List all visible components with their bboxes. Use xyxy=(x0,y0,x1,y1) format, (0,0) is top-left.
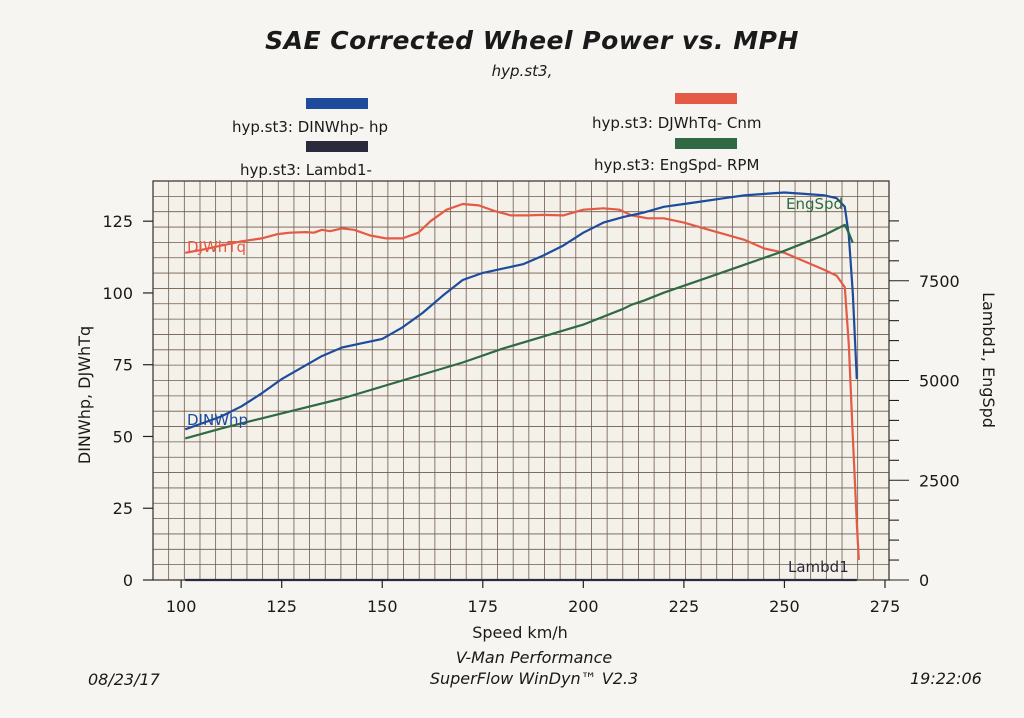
y-right-tick-label: 7500 xyxy=(919,272,960,291)
series-label-djwhtq: DJWhTq xyxy=(187,238,246,256)
legend-label-djwhtq: hyp.st3: DJWhTq- Cnm xyxy=(592,114,762,132)
x-tick-label: 275 xyxy=(870,597,901,616)
chart-subtitle: hyp.st3, xyxy=(491,62,553,80)
footer-company: V-Man Performance xyxy=(455,648,613,667)
grid xyxy=(153,181,889,580)
y-left-tick-label: 0 xyxy=(123,571,133,590)
legend-swatch-engspd xyxy=(675,138,737,149)
x-tick-label: 175 xyxy=(468,597,499,616)
x-tick-label: 225 xyxy=(669,597,700,616)
footer-software: SuperFlow WinDyn™ V2.3 xyxy=(429,669,639,688)
series-line-djwhtq xyxy=(185,202,860,560)
legend-swatch-dinwhp xyxy=(306,98,368,109)
footer-date: 08/23/17 xyxy=(88,670,160,689)
y-left-tick-label: 100 xyxy=(102,284,133,303)
x-tick-label: 125 xyxy=(266,597,297,616)
series-label-dinwhp: DINWhp xyxy=(187,411,248,429)
legend-swatch-lambd1 xyxy=(306,141,368,152)
series-label-engspd: EngSpd xyxy=(786,195,843,213)
x-tick-label: 250 xyxy=(769,597,800,616)
legend-label-dinwhp: hyp.st3: DINWhp- hp xyxy=(232,118,388,136)
y-left-axis-title: DINWhp, DJWhTq xyxy=(75,326,94,464)
series-line-engspd xyxy=(184,223,854,440)
y-right-tick-label: 0 xyxy=(919,571,929,590)
y-left-tick-label: 25 xyxy=(113,499,133,518)
y-left-tick-label: 75 xyxy=(113,356,133,375)
legend-label-engspd: hyp.st3: EngSpd- RPM xyxy=(594,156,760,174)
y-left-tick-label: 125 xyxy=(102,212,133,231)
legend-swatch-djwhtq xyxy=(675,93,737,104)
x-tick-label: 200 xyxy=(568,597,599,616)
chart-title: SAE Corrected Wheel Power vs. MPH xyxy=(265,26,799,55)
series-label-lambd1: Lambd1 xyxy=(788,558,849,576)
x-tick-label: 100 xyxy=(166,597,197,616)
series-line-dinwhp xyxy=(184,191,858,431)
x-tick-label: 150 xyxy=(367,597,398,616)
footer-time: 19:22:06 xyxy=(910,669,982,688)
legend-label-lambd1: hyp.st3: Lambd1- xyxy=(240,161,372,179)
y-right-axis-title: Lambd1, EngSpd xyxy=(979,292,998,428)
y-left-tick-label: 50 xyxy=(113,427,133,446)
y-right-tick-label: 2500 xyxy=(919,471,960,490)
y-right-tick-label: 5000 xyxy=(919,372,960,391)
x-axis-title: Speed km/h xyxy=(472,623,568,642)
